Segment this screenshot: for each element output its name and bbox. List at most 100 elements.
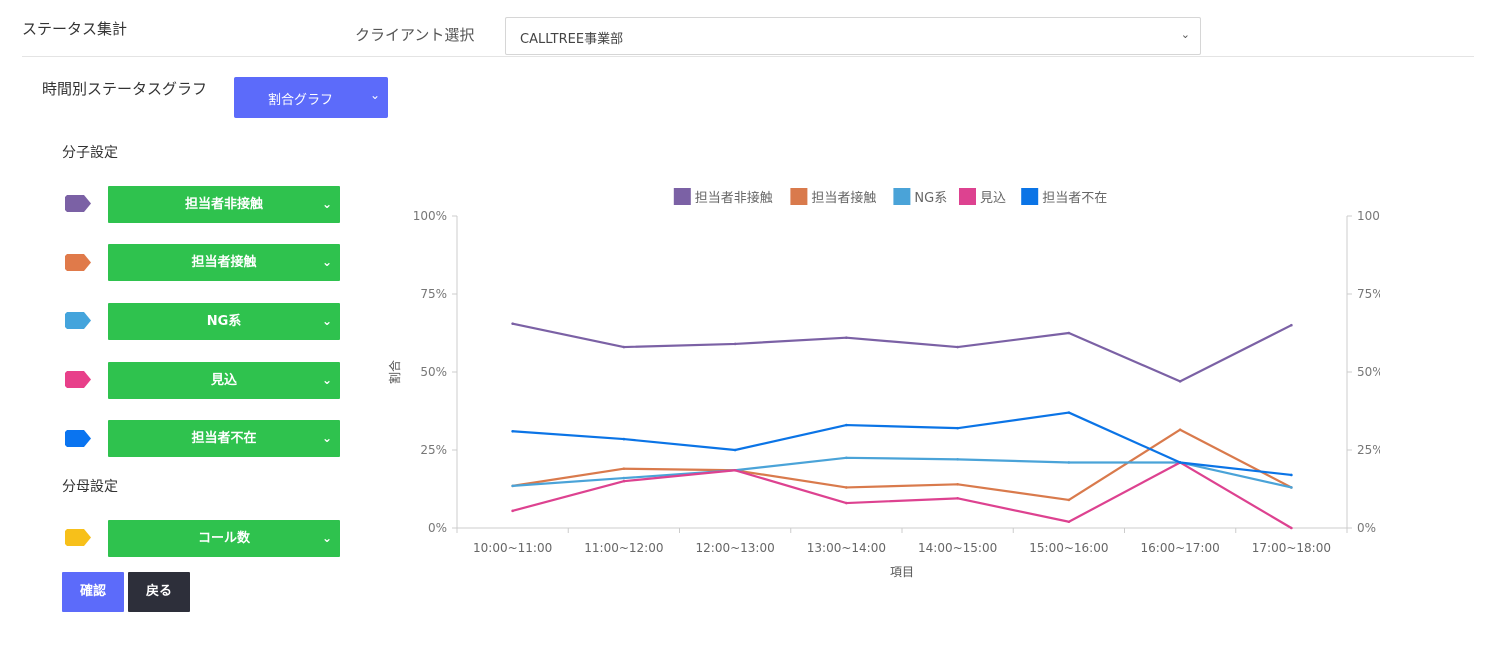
tag-icon <box>65 312 91 329</box>
series-line <box>512 428 1292 502</box>
back-button[interactable]: 戻る <box>128 572 190 612</box>
data-point <box>511 509 514 513</box>
data-point <box>622 479 626 483</box>
y-tick-label-left: 0% <box>428 521 447 535</box>
data-point <box>1178 428 1182 432</box>
chevron-down-icon: ⌄ <box>321 373 332 387</box>
series-line <box>512 411 1292 477</box>
y-tick-label-right: 75% <box>1357 287 1380 301</box>
data-point <box>1067 411 1071 414</box>
data-point <box>1290 473 1293 477</box>
x-tick-label: 17:00~18:00 <box>1252 541 1331 555</box>
legend-label: 見込 <box>980 191 1006 206</box>
data-point <box>845 423 848 427</box>
page-title: ステータス集計 <box>22 20 128 38</box>
y-tick-label-right: 0% <box>1357 521 1376 535</box>
y-tick-label-right: 25% <box>1357 443 1380 457</box>
numerator-select-value: 担当者接触 <box>191 255 257 270</box>
chevron-down-icon: ⌄ <box>321 197 332 211</box>
numerator-select-value: 見込 <box>210 373 237 388</box>
numerator-select-value: NG系 <box>206 314 242 329</box>
client-select[interactable]: CALLTREE事業部 ⌄ <box>505 17 1201 55</box>
tag-icon <box>65 254 91 271</box>
numerator-select-2[interactable]: 担当者接触 ⌄ <box>108 244 340 281</box>
data-point <box>845 336 848 339</box>
data-point <box>622 345 626 349</box>
chevron-down-icon: ⌄ <box>321 531 332 545</box>
chevron-down-icon: ⌄ <box>321 314 332 328</box>
legend-swatch <box>893 188 911 205</box>
series-line <box>512 322 1292 383</box>
numerator-select-value: 担当者非接触 <box>184 197 263 212</box>
data-point <box>1067 520 1071 524</box>
chevron-down-icon: ⌄ <box>369 88 380 102</box>
data-point <box>511 429 514 433</box>
data-point <box>845 456 848 460</box>
data-point <box>1067 498 1071 502</box>
denominator-select-value: コール数 <box>197 531 250 546</box>
chevron-down-icon: ⌄ <box>321 431 332 445</box>
y-tick-label-left: 50% <box>420 365 447 379</box>
data-point <box>1178 380 1182 383</box>
data-point <box>511 484 514 488</box>
chevron-down-icon: ⌄ <box>1180 28 1190 41</box>
data-point <box>956 483 959 486</box>
tag-icon <box>65 430 91 447</box>
x-tick-label: 13:00~14:00 <box>807 541 886 555</box>
x-tick-label: 12:00~13:00 <box>696 541 775 555</box>
data-point <box>733 448 737 452</box>
x-tick-label: 14:00~15:00 <box>918 541 997 555</box>
data-point <box>511 322 514 325</box>
x-tick-label: 16:00~17:00 <box>1141 541 1220 555</box>
x-tick-label: 15:00~16:00 <box>1029 541 1108 555</box>
data-point <box>1290 323 1293 327</box>
series-line <box>512 461 1292 529</box>
data-point <box>1178 461 1182 464</box>
numerator-select-3[interactable]: NG系 ⌄ <box>108 303 340 340</box>
data-point <box>733 342 737 346</box>
denominator-select[interactable]: コール数 ⌄ <box>108 520 340 557</box>
tag-icon <box>65 529 91 546</box>
tag-icon <box>65 195 91 212</box>
numerator-select-4[interactable]: 見込 ⌄ <box>108 362 340 399</box>
data-point <box>733 468 737 472</box>
data-point <box>622 437 626 441</box>
numerator-select-value: 担当者不在 <box>191 431 257 446</box>
chevron-down-icon: ⌄ <box>321 255 332 269</box>
data-point <box>622 476 626 480</box>
y-tick-label-left: 25% <box>420 443 447 457</box>
data-point <box>1290 526 1293 530</box>
x-axis-title: 項目 <box>890 565 914 579</box>
x-tick-label: 10:00~11:00 <box>473 541 552 555</box>
numerator-select-5[interactable]: 担当者不在 ⌄ <box>108 420 340 457</box>
y-tick-label-right: 50% <box>1357 365 1380 379</box>
tag-icon <box>65 371 91 388</box>
data-point <box>956 497 959 500</box>
series-line <box>512 456 1292 489</box>
graph-type-value: 割合グラフ <box>268 93 334 108</box>
data-point <box>1067 461 1071 464</box>
data-point <box>1290 486 1293 489</box>
denominator-section-label: 分母設定 <box>62 479 118 495</box>
x-tick-label: 11:00~12:00 <box>584 541 663 555</box>
legend-swatch <box>673 188 691 205</box>
legend-label: 担当者非接触 <box>695 190 773 206</box>
graph-type-label: 時間別ステータスグラフ <box>42 80 208 98</box>
client-select-label: クライアント選択 <box>355 26 475 44</box>
y-axis-title: 割合 <box>387 360 402 384</box>
legend-label: 担当者不在 <box>1042 191 1107 206</box>
graph-type-select[interactable]: 割合グラフ ⌄ <box>234 77 388 118</box>
legend-swatch <box>1021 188 1039 205</box>
y-tick-label-right: 100% <box>1357 209 1380 223</box>
confirm-button[interactable]: 確認 <box>62 572 124 612</box>
data-point <box>845 486 848 489</box>
data-point <box>956 345 959 349</box>
legend-label: NG系 <box>914 191 947 206</box>
data-point <box>845 501 848 505</box>
numerator-select-1[interactable]: 担当者非接触 ⌄ <box>108 186 340 223</box>
divider <box>22 56 1474 57</box>
legend-swatch <box>959 188 976 205</box>
y-tick-label-left: 75% <box>420 287 447 301</box>
y-tick-label-left: 100% <box>413 209 447 223</box>
client-select-value: CALLTREE事業部 <box>520 32 624 47</box>
